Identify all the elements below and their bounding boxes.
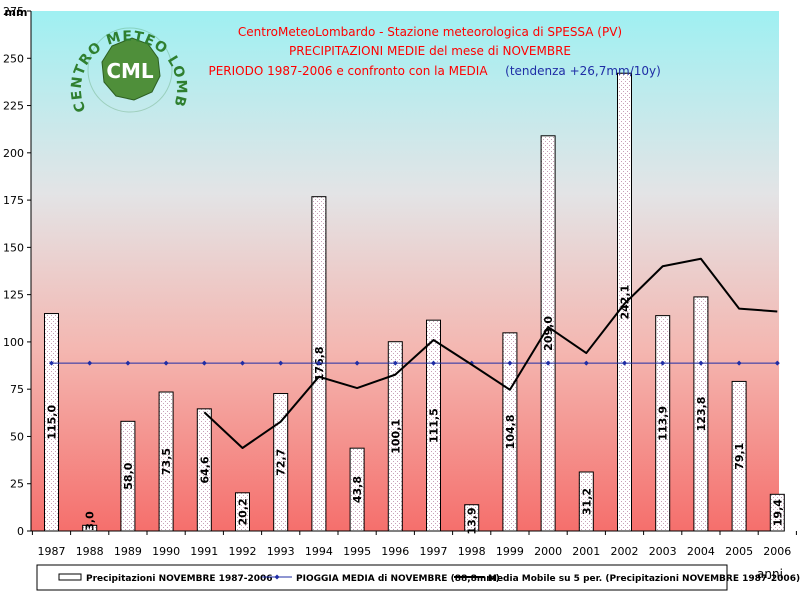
bar-value-label-2001: 31,2 xyxy=(580,488,593,515)
legend-average-label: PIOGGIA MEDIA di NOVEMBRE (88,8mm) xyxy=(296,574,500,584)
bar-value-label-2006: 19,4 xyxy=(771,499,784,526)
chart-title-line-2: PRECIPITAZIONI MEDIE del mese di NOVEMBR… xyxy=(289,44,571,58)
average-marker-2001 xyxy=(583,360,589,366)
legend-bar-swatch xyxy=(58,573,82,581)
y-tick-label-125: 125 xyxy=(3,289,24,302)
bar-value-label-1992: 20,2 xyxy=(237,498,250,525)
average-marker-1989 xyxy=(125,360,131,366)
y-tick-label-100: 100 xyxy=(3,336,24,349)
y-tick-label-200: 200 xyxy=(3,147,24,160)
x-tick-label-1997: 1997 xyxy=(420,545,448,558)
average-marker-1992 xyxy=(240,360,245,366)
y-axis-unit-label: mm xyxy=(5,6,28,19)
bar-value-label-1990: 73,5 xyxy=(160,448,173,475)
average-marker-2005 xyxy=(736,360,742,366)
average-marker-1995 xyxy=(354,360,360,366)
x-tick-label-2006: 2006 xyxy=(763,545,791,558)
bar-value-label-1998: 13,9 xyxy=(466,507,479,534)
bar-value-label-1991: 64,6 xyxy=(198,456,211,483)
x-tick-label-2001: 2001 xyxy=(572,545,600,558)
average-marker-1996 xyxy=(392,360,398,366)
average-marker-2004 xyxy=(698,360,704,366)
y-tick-label-175: 175 xyxy=(3,194,24,207)
average-marker-1988 xyxy=(87,360,93,366)
x-tick-label-1987: 1987 xyxy=(38,545,66,558)
average-marker-1991 xyxy=(201,360,207,366)
x-tick-label-1999: 1999 xyxy=(496,545,524,558)
legend-frame xyxy=(36,564,728,591)
bar-value-label-1999: 104,8 xyxy=(504,415,517,450)
bar-value-label-1989: 58,0 xyxy=(122,462,135,489)
average-marker-1987 xyxy=(49,360,54,366)
bar-value-label-1997: 111,5 xyxy=(428,408,441,443)
y-tick-label-0: 0 xyxy=(17,525,24,538)
x-tick-label-1994: 1994 xyxy=(305,545,333,558)
y-tick-label-25: 25 xyxy=(10,478,24,491)
average-marker-1997 xyxy=(431,360,436,366)
y-tick-label-225: 225 xyxy=(3,100,24,113)
bar-value-label-1996: 100,1 xyxy=(389,419,402,454)
x-tick-label-1989: 1989 xyxy=(114,545,142,558)
legend-average-marker xyxy=(274,574,280,580)
bar-value-label-2000: 209,0 xyxy=(542,316,555,351)
bar-value-label-1987: 115,0 xyxy=(46,405,59,440)
x-tick-label-1993: 1993 xyxy=(267,545,295,558)
trend-note: (tendenza +26,7mm/10y) xyxy=(505,64,661,78)
bar-value-label-1995: 43,8 xyxy=(351,476,364,503)
moving-average-line xyxy=(203,257,778,449)
logo-monogram: CML xyxy=(106,59,154,83)
x-axis-label: anni xyxy=(757,567,783,581)
y-tick-label-50: 50 xyxy=(10,430,24,443)
x-tick-label-2005: 2005 xyxy=(725,545,753,558)
average-marker-2002 xyxy=(622,360,627,366)
bar-value-label-2004: 123,8 xyxy=(695,397,708,432)
x-tick-label-1995: 1995 xyxy=(343,545,371,558)
x-tick-label-1992: 1992 xyxy=(229,545,257,558)
bar-value-label-2005: 79,1 xyxy=(733,443,746,470)
y-tick-label-75: 75 xyxy=(10,383,24,396)
average-marker-2003 xyxy=(660,360,666,366)
legend-moving-average-label: Media Mobile su 5 per. (Precipitazioni N… xyxy=(488,574,800,584)
x-tick-label-2003: 2003 xyxy=(649,545,677,558)
average-marker-2006 xyxy=(774,360,780,366)
chart-legend: Precipitazioni NOVEMBRE 1987-2006 PIOGGI… xyxy=(36,564,800,591)
bar-value-label-1988: 3,0 xyxy=(84,511,97,531)
x-tick-label-2000: 2000 xyxy=(534,545,562,558)
x-tick-label-1988: 1988 xyxy=(76,545,104,558)
x-tick-label-1990: 1990 xyxy=(152,545,180,558)
average-marker-1993 xyxy=(278,360,284,366)
average-marker-1994 xyxy=(316,360,322,366)
average-marker-1999 xyxy=(507,360,513,366)
chart-title-line-3: PERIODO 1987-2006 e confronto con la MED… xyxy=(208,64,488,78)
plot-background xyxy=(31,11,779,531)
x-tick-label-1996: 1996 xyxy=(381,545,409,558)
bar-value-label-1993: 72,7 xyxy=(275,449,288,476)
x-tick-label-1991: 1991 xyxy=(190,545,218,558)
y-tick-label-150: 150 xyxy=(3,241,24,254)
legend-bar-label: Precipitazioni NOVEMBRE 1987-2006 xyxy=(86,574,273,584)
average-marker-1990 xyxy=(163,360,169,366)
chart-title-line-1: CentroMeteoLombardo - Stazione meteorolo… xyxy=(238,25,622,39)
average-marker-2000 xyxy=(545,360,551,366)
x-tick-label-1998: 1998 xyxy=(458,545,486,558)
x-tick-label-2004: 2004 xyxy=(687,545,715,558)
bar-value-label-2003: 113,9 xyxy=(657,406,670,441)
y-tick-label-275: 275 xyxy=(3,5,24,18)
x-tick-label-2002: 2002 xyxy=(611,545,639,558)
y-tick-label-250: 250 xyxy=(3,52,24,65)
